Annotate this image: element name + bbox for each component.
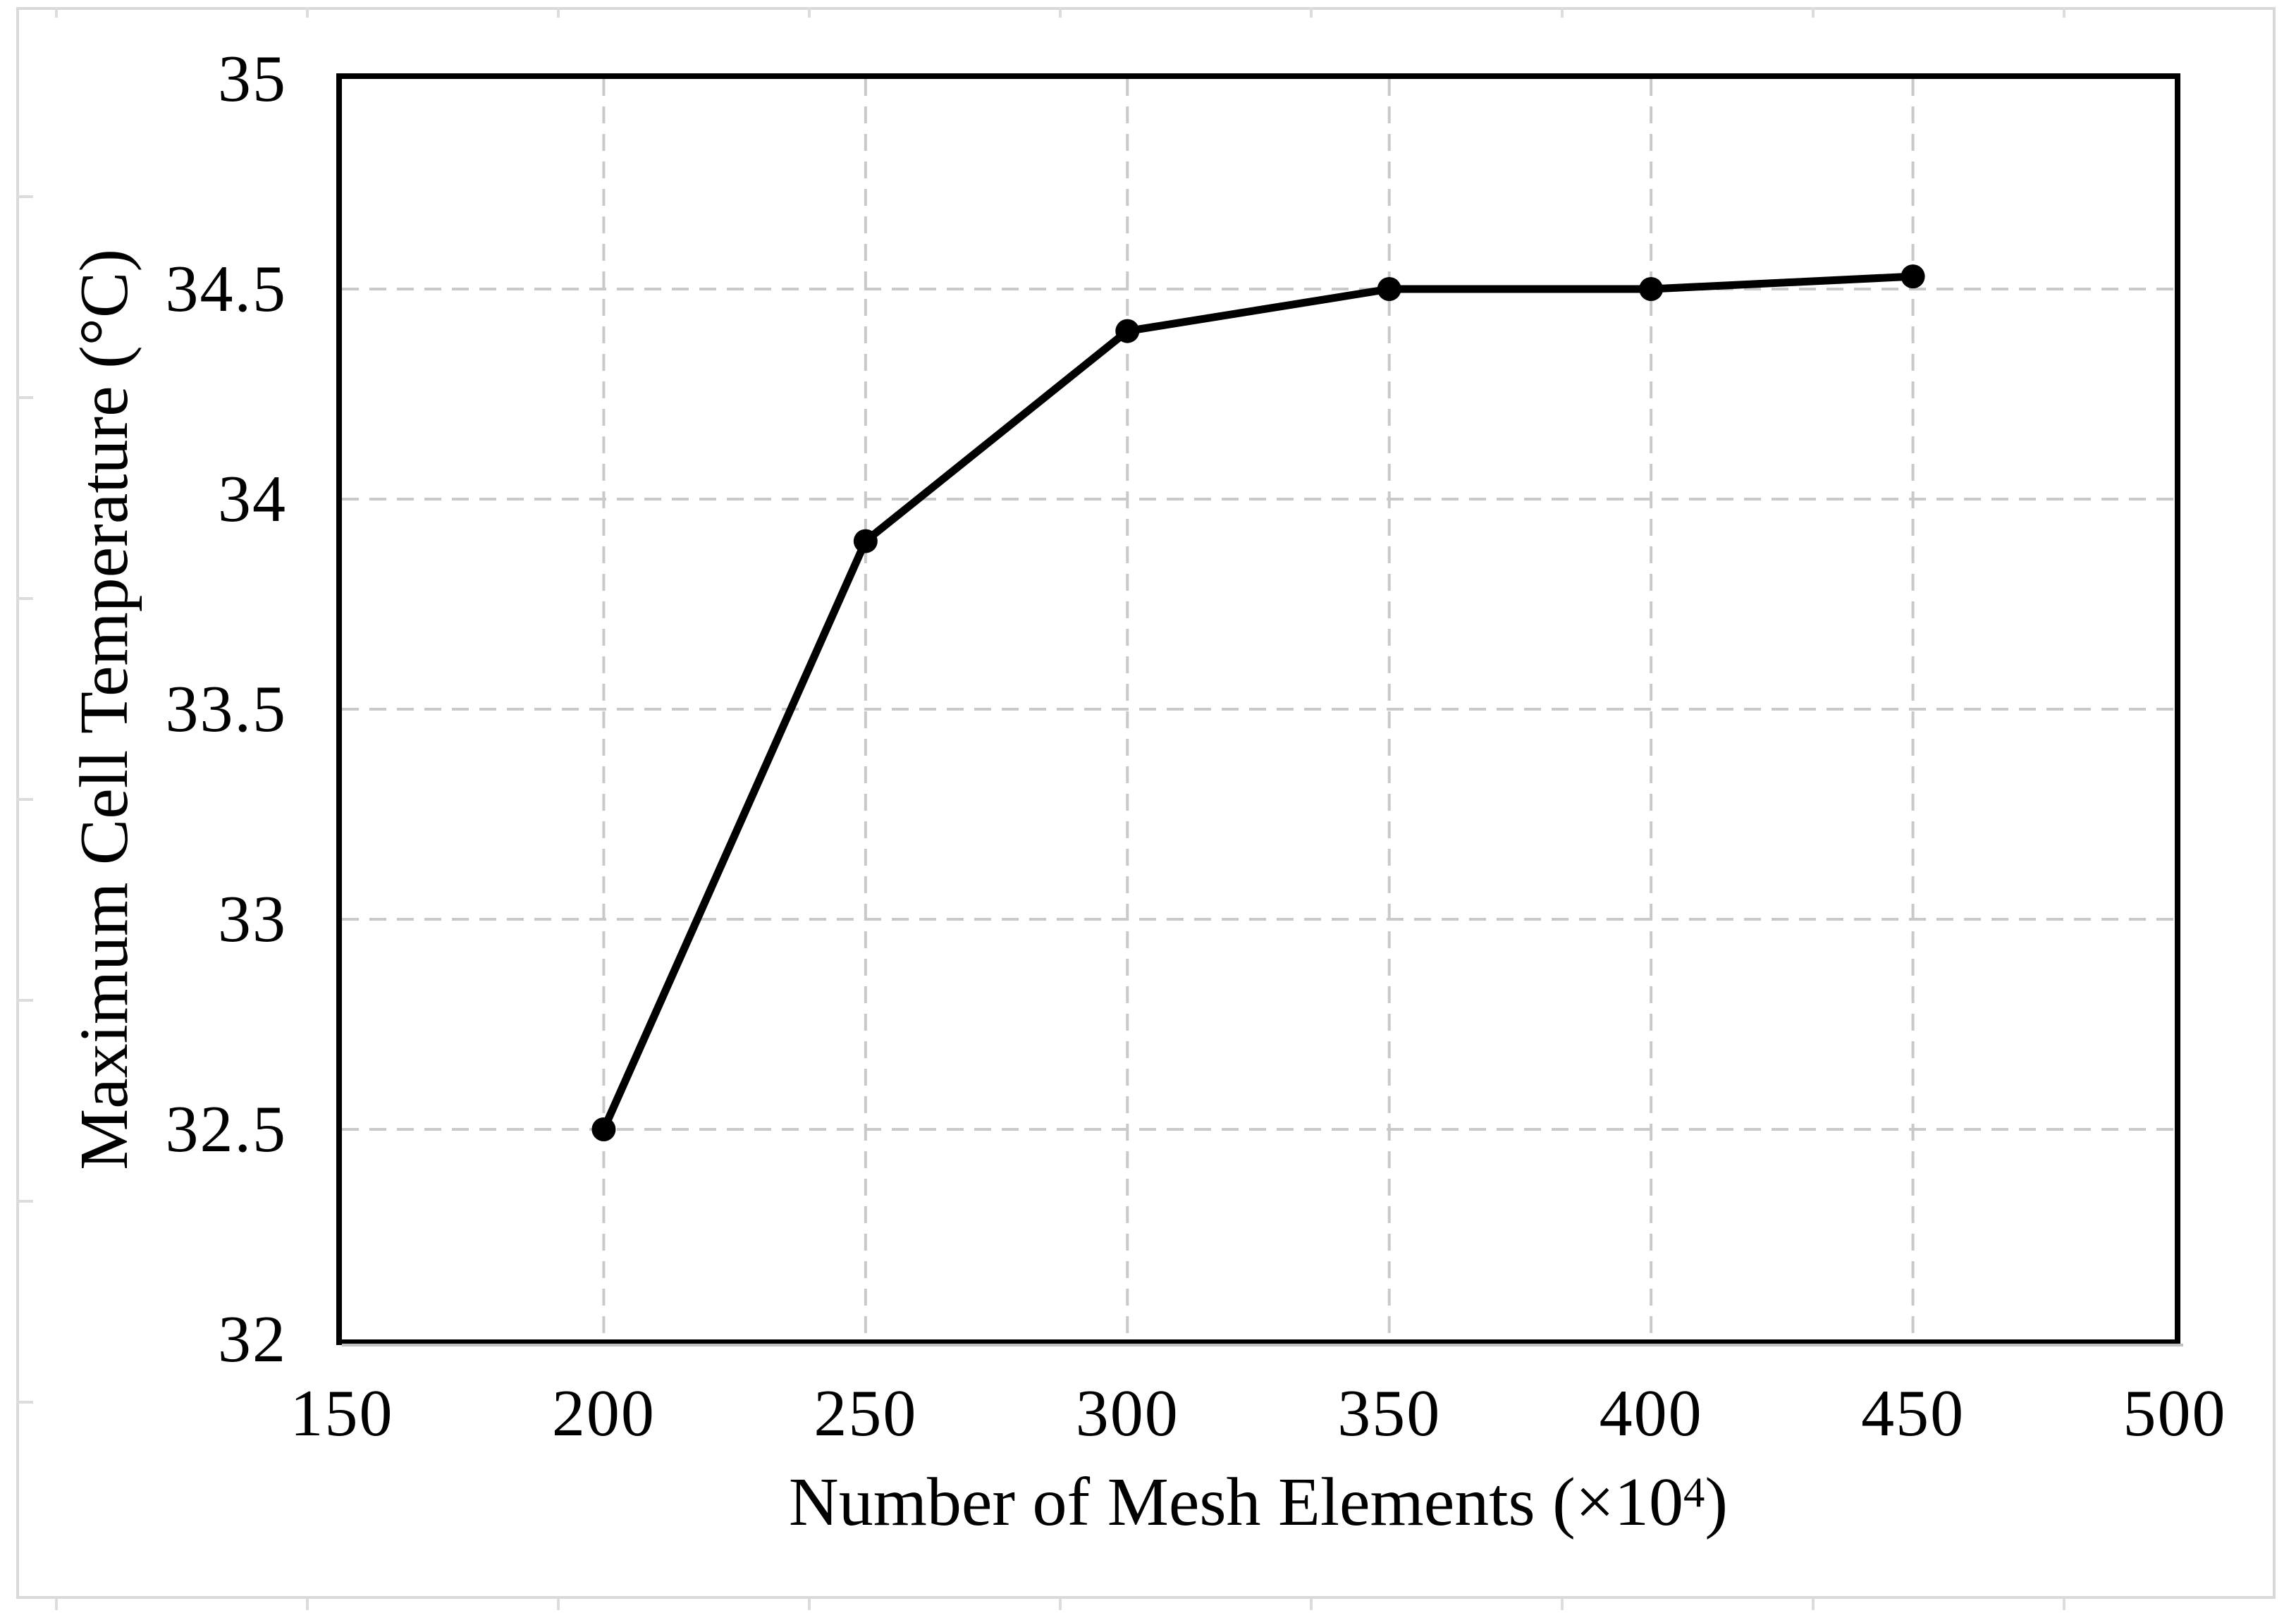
x-tick-label: 400 — [1599, 1377, 1703, 1450]
worksheet-gridline-stub — [16, 597, 33, 600]
worksheet-gridline-stub — [557, 1599, 560, 1610]
x-axis-title-prefix: Number of Mesh Elements (×10 — [788, 1464, 1684, 1540]
y-tick-label: 32.5 — [165, 1093, 287, 1166]
worksheet-gridline-stub — [1812, 1599, 1815, 1610]
x-tick-label: 150 — [290, 1377, 394, 1450]
worksheet-gridline-stub — [808, 7, 811, 18]
data-point-marker — [853, 529, 878, 553]
plot-area — [336, 73, 2180, 1345]
worksheet-gridline-stub — [808, 1599, 811, 1610]
worksheet-gridline-stub — [1059, 1599, 1062, 1610]
x-tick-label: 450 — [1861, 1377, 1965, 1450]
line-chart — [342, 79, 2175, 1339]
worksheet-gridline-stub — [1310, 1599, 1313, 1610]
y-tick-label: 34 — [218, 462, 287, 536]
worksheet-gridline-stub — [16, 999, 33, 1002]
x-tick-label: 200 — [551, 1377, 656, 1450]
x-tick-label: 300 — [1075, 1377, 1179, 1450]
worksheet-gridline-stub — [1561, 1599, 1564, 1610]
x-axis-title-superscript: 4 — [1683, 1469, 1705, 1517]
x-axis-title: Number of Mesh Elements (×104) — [342, 1468, 2175, 1537]
worksheet-gridline-stub — [557, 7, 560, 18]
data-point-marker — [1901, 264, 1925, 289]
data-point-marker — [1377, 277, 1401, 301]
worksheet-gridline-stub — [1310, 7, 1313, 18]
worksheet-gridline-stub — [306, 7, 309, 18]
y-tick-label: 34.5 — [165, 252, 287, 326]
x-axis-title-suffix: ) — [1705, 1464, 1729, 1540]
y-tick-label: 33.5 — [165, 673, 287, 746]
chart-outer-frame — [16, 7, 2276, 1599]
y-tick-label: 35 — [218, 42, 287, 116]
series-line — [599, 272, 1917, 1134]
worksheet-gridline-stub — [1812, 7, 1815, 18]
worksheet-gridline-stub — [306, 1599, 309, 1610]
y-tick-label: 33 — [218, 882, 287, 956]
worksheet-gridline-stub — [55, 1599, 58, 1610]
worksheet-gridline-stub — [16, 1401, 33, 1404]
x-tick-label: 250 — [814, 1377, 918, 1450]
worksheet-gridline-stub — [1059, 7, 1062, 18]
worksheet-gridline-stub — [2063, 7, 2065, 18]
worksheet-gridline-stub — [16, 396, 33, 399]
y-tick-label: 32 — [218, 1303, 287, 1376]
worksheet-gridline-stub — [16, 1200, 33, 1203]
worksheet-gridline-stub — [16, 195, 33, 198]
data-point-marker — [1115, 319, 1140, 343]
x-axis-shadow — [342, 1344, 2183, 1346]
x-tick-label: 500 — [2123, 1377, 2227, 1450]
worksheet-gridline-stub — [55, 7, 58, 18]
data-point-marker — [1639, 277, 1664, 301]
data-point-marker — [591, 1117, 616, 1141]
worksheet-gridline-stub — [1561, 7, 1564, 18]
y-axis-tick-labels: 32 32.5 33 33.5 34 34.5 35 — [0, 46, 287, 1373]
worksheet-gridline-stub — [2063, 1599, 2065, 1610]
worksheet-gridline-stub — [16, 798, 33, 801]
x-tick-label: 350 — [1337, 1377, 1442, 1450]
x-axis-tick-labels: 150 200 250 300 350 400 450 500 — [290, 1377, 2226, 1451]
